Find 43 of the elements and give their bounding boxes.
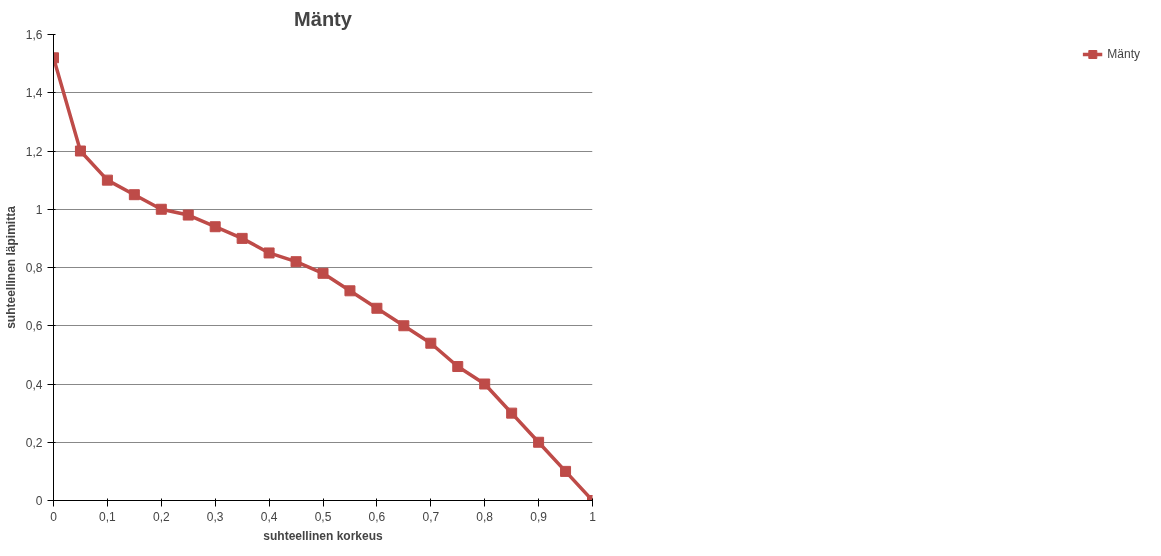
point — [479, 378, 491, 390]
x-tick-label: 0 — [50, 509, 58, 524]
y-tick-label: 0,6 — [25, 319, 43, 334]
x-tick-label: 0,6 — [368, 509, 386, 524]
legend-label: Mänty — [1107, 47, 1140, 61]
x-tick-label: 0,7 — [422, 509, 440, 524]
x-tick-label: 0,4 — [260, 509, 278, 524]
point — [236, 232, 248, 244]
x-tick-label: 0,5 — [314, 509, 332, 524]
point — [425, 337, 437, 349]
y-tick-label: 0,4 — [25, 377, 43, 392]
y-tick-label: 0,2 — [25, 435, 43, 450]
point — [506, 407, 518, 419]
x-tick-label: 1 — [589, 509, 597, 524]
y-tick-label: 1,4 — [25, 86, 43, 101]
y-tick-label: 1 — [35, 202, 43, 217]
x-axis-title: suhteellinen korkeus — [263, 528, 384, 543]
x-tick-label: 0,2 — [152, 509, 170, 524]
x-tick-label: 0,3 — [206, 509, 224, 524]
point — [182, 209, 194, 221]
point — [155, 203, 167, 215]
point — [74, 145, 86, 157]
point — [317, 267, 329, 279]
point — [398, 320, 410, 332]
point — [452, 361, 464, 373]
point — [263, 247, 275, 259]
point — [560, 465, 572, 477]
y-tick-label: 1,6 — [25, 28, 43, 42]
point — [101, 174, 113, 186]
y-axis-title: suhteellinen läpimitta — [3, 205, 18, 329]
x-tick-label: 0,1 — [99, 509, 117, 524]
point — [344, 285, 356, 297]
y-tick-label: 0 — [35, 494, 43, 508]
x-tick-label: 0,8 — [476, 509, 494, 524]
point — [290, 256, 302, 268]
y-tick-label: 1,2 — [25, 144, 43, 159]
chart-title: Mänty — [294, 7, 353, 30]
y-tick-label: 0,8 — [25, 261, 43, 275]
point — [533, 436, 545, 448]
point — [371, 302, 383, 314]
x-tick-label: 0,9 — [530, 509, 548, 524]
point — [209, 221, 221, 233]
point — [128, 189, 140, 201]
